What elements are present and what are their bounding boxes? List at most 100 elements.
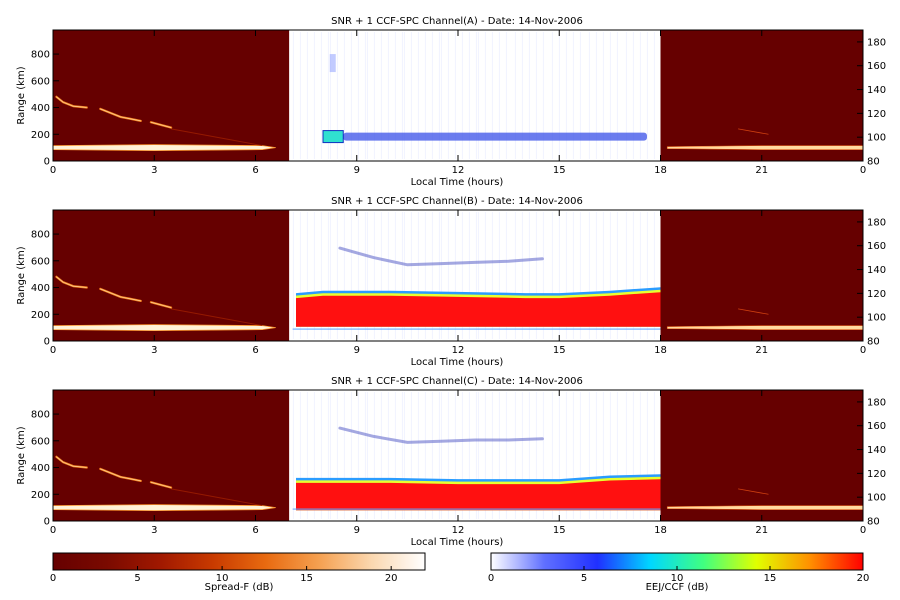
x-tick-label: 3 — [151, 165, 157, 176]
x-axis-label: Local Time (hours) — [411, 177, 504, 188]
y-tick-label-left: 600 — [31, 256, 50, 267]
y-tick-label-right: 180 — [867, 37, 886, 48]
spreadf-echo-core — [150, 301, 172, 308]
spreadf-streak — [171, 308, 263, 327]
colorbar-tick-label: 5 — [134, 573, 140, 584]
ccf-echo-band — [343, 132, 647, 141]
colorbar-tick-label: 10 — [671, 573, 684, 584]
spreadf-region-left — [53, 210, 290, 341]
y-axis-label: Range (km) — [16, 66, 27, 124]
x-axis-label: Local Time (hours) — [411, 537, 504, 548]
spreadf-streak — [171, 488, 263, 507]
spreadf-colorbar: 0 5 10 15 20 Spread-F (dB) — [50, 552, 426, 593]
x-tick-label: 0 — [50, 525, 56, 536]
spreadf-region-right — [660, 210, 863, 341]
x-tick-label: 0 — [50, 165, 56, 176]
y-tick-label-right: 80 — [867, 517, 880, 528]
colorbar-gradient — [52, 552, 426, 571]
panel-c: 0 3 6 9 12 15 18 21 0020040060080080100120140160… — [16, 376, 886, 548]
y-tick-label-right: 120 — [867, 109, 886, 120]
spreadf-trace-right — [738, 128, 769, 135]
y-tick-label-right: 140 — [867, 445, 886, 456]
y-tick-label-left: 600 — [31, 76, 50, 87]
spreadf-echo-core — [56, 456, 87, 468]
ccf-saturated-band — [296, 292, 661, 327]
panel-a: 0 3 6 9 12 15 18 21 0020040060080080100120140160… — [16, 16, 886, 188]
ccf-saturated-band — [296, 479, 661, 511]
x-tick-label: 0 — [860, 165, 866, 176]
colorbar-tick-label: 20 — [385, 573, 398, 584]
y-tick-label-left: 800 — [31, 230, 50, 241]
colorbars: 0 5 10 15 20 Spread-F (dB) 0 5 10 15 20 EEJ/CCF (dB… — [50, 552, 870, 593]
y-tick-label-left: 600 — [31, 436, 50, 447]
spreadf-layer-left — [52, 324, 276, 332]
y-tick-label-left: 0 — [44, 517, 50, 528]
colorbar-tick-label: 15 — [764, 573, 777, 584]
panels: 0 3 6 9 12 15 18 21 0020040060080080100120140160… — [16, 16, 886, 548]
x-tick-label: 6 — [252, 345, 258, 356]
ccf-region — [289, 30, 661, 161]
x-tick-label: 15 — [553, 165, 566, 176]
y-tick-label-left: 200 — [31, 310, 50, 321]
spreadf-echo-core — [100, 468, 141, 482]
x-tick-label: 9 — [354, 345, 360, 356]
x-tick-label: 9 — [354, 525, 360, 536]
spreadf-echo-core — [100, 108, 141, 122]
y-tick-label-right: 180 — [867, 217, 886, 228]
y-tick-label-right: 160 — [867, 61, 886, 72]
x-tick-label: 12 — [452, 345, 465, 356]
spreadf-echo-core — [56, 96, 87, 108]
y-tick-label-right: 100 — [867, 133, 886, 144]
ccf-upper-echo — [329, 54, 336, 73]
x-tick-label: 18 — [654, 525, 667, 536]
spreadf-streak — [171, 128, 263, 147]
spreadf-region-left — [53, 30, 290, 161]
spreadf-echo-core — [100, 288, 141, 302]
x-tick-label: 18 — [654, 345, 667, 356]
y-tick-label-right: 100 — [867, 313, 886, 324]
x-tick-label: 6 — [252, 165, 258, 176]
y-tick-label-left: 400 — [31, 103, 50, 114]
y-tick-label-right: 80 — [867, 337, 880, 348]
y-tick-label-left: 400 — [31, 283, 50, 294]
y-tick-label-right: 120 — [867, 469, 886, 480]
y-tick-label-right: 100 — [867, 493, 886, 504]
ccf-echo-patch — [322, 130, 344, 144]
x-tick-label: 15 — [553, 525, 566, 536]
spreadf-layer-right — [666, 505, 864, 510]
spreadf-region-right — [660, 30, 863, 161]
y-tick-label-right: 180 — [867, 397, 886, 408]
panel-b: 0 3 6 9 12 15 18 21 0020040060080080100120140160… — [16, 196, 886, 368]
x-tick-label: 0 — [860, 345, 866, 356]
colorbar-label: EEJ/CCF (dB) — [646, 582, 709, 593]
y-tick-label-left: 200 — [31, 130, 50, 141]
colorbar-tick-label: 0 — [488, 573, 494, 584]
colorbar-tick-label: 0 — [50, 573, 56, 584]
ccf-echo-arc — [338, 246, 544, 267]
x-tick-label: 9 — [354, 165, 360, 176]
colorbar-label: Spread-F (dB) — [205, 582, 274, 593]
spreadf-echo-core — [150, 121, 172, 128]
x-tick-label: 21 — [755, 525, 768, 536]
spreadf-region-right — [660, 390, 863, 521]
colorbar-tick-label: 15 — [300, 573, 313, 584]
x-tick-label: 0 — [860, 525, 866, 536]
y-tick-label-right: 140 — [867, 85, 886, 96]
spreadf-layer-right — [666, 145, 864, 150]
x-tick-label: 21 — [755, 345, 768, 356]
x-tick-label: 3 — [151, 345, 157, 356]
y-tick-label-left: 800 — [31, 50, 50, 61]
spreadf-region-left — [53, 390, 290, 521]
panel-title: SNR + 1 CCF-SPC Channel(A) - Date: 14-No… — [331, 16, 583, 27]
y-tick-label-right: 140 — [867, 265, 886, 276]
x-tick-label: 18 — [654, 165, 667, 176]
colorbar-tick-label: 20 — [857, 573, 870, 584]
x-tick-label: 3 — [151, 525, 157, 536]
x-tick-label: 6 — [252, 525, 258, 536]
spreadf-trace-right — [738, 308, 769, 315]
spreadf-trace-right — [738, 488, 769, 495]
panel-title: SNR + 1 CCF-SPC Channel(B) - Date: 14-No… — [331, 196, 583, 207]
y-tick-label-left: 800 — [31, 410, 50, 421]
y-tick-label-left: 200 — [31, 490, 50, 501]
